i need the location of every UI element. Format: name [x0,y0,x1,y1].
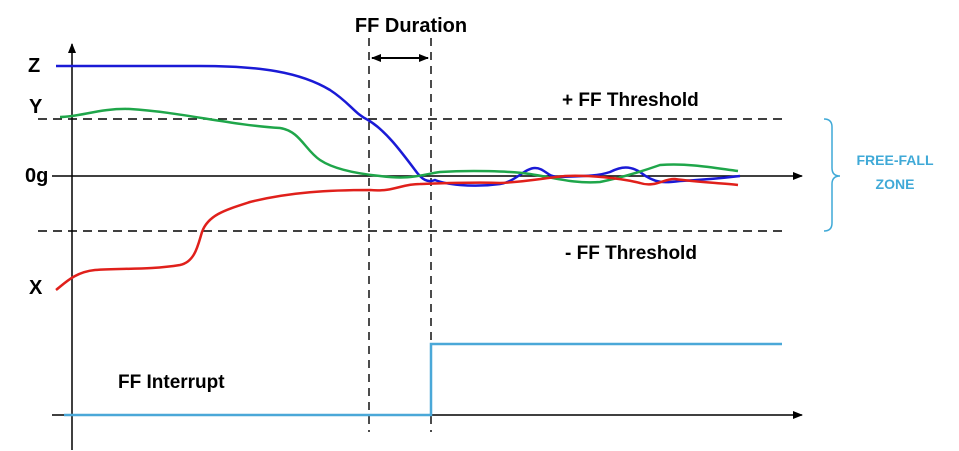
ff-duration-title: FF Duration [355,15,467,37]
free-fall-zone-bracket [823,118,841,232]
free-fall-zone-label-line1: FREE-FALL [857,152,934,168]
free-fall-zone-label-line2: ZONE [876,176,915,192]
ff-interrupt-signal [64,342,782,417]
zero-g-label: 0g [25,165,48,187]
x-label: X [29,277,43,299]
z-label: Z [28,55,40,77]
negative-threshold-label: - FF Threshold [565,243,697,264]
positive-threshold-label: + FF Threshold [562,90,699,111]
ff-interrupt-label: FF Interrupt [118,372,225,393]
x-axis-curve [55,174,739,291]
y-axis-curve [59,107,739,184]
z-axis-curve [56,64,741,187]
y-label: Y [29,96,43,118]
